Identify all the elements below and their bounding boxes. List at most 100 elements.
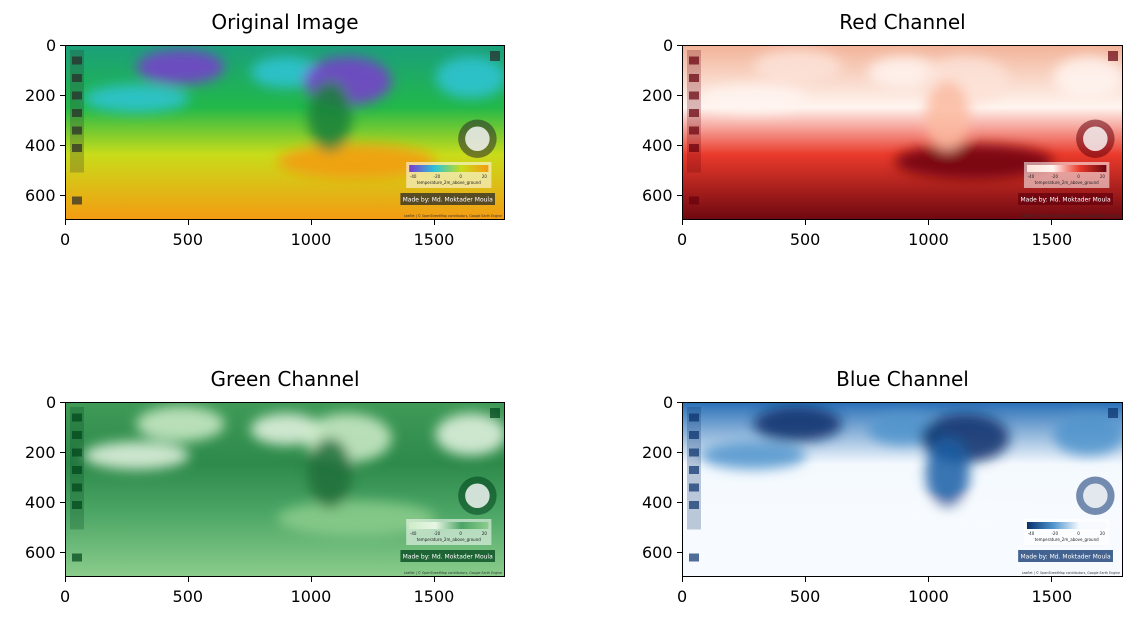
y-tick-mark xyxy=(677,401,682,403)
map-control-icon xyxy=(689,501,699,509)
y-tick-label: 200 xyxy=(25,85,56,105)
y-tick-mark xyxy=(60,401,65,403)
y-tick-label: 600 xyxy=(25,185,56,205)
credit-text: Made by: Md. Moktader Moula xyxy=(403,554,493,561)
image-area: -40 -20 0 20 temperature_2m_above_ground Made… xyxy=(65,45,505,220)
colorbar-tick-label: 20 xyxy=(482,174,488,179)
y-tick-label: 200 xyxy=(25,442,56,462)
y-tick-label: 400 xyxy=(642,492,673,512)
map-control-icon xyxy=(689,91,699,100)
x-tick-label: 1500 xyxy=(1031,230,1073,249)
x-tick-label: 1500 xyxy=(413,230,455,249)
x-tick-label: 0 xyxy=(677,230,688,249)
map-control-icon xyxy=(689,109,699,117)
colorbar-tick-label: 0 xyxy=(1077,174,1080,179)
subplot-title: Green Channel xyxy=(210,367,360,391)
colorbar-tick-label: -20 xyxy=(1051,531,1058,536)
attribution-text: Leaflet | © OpenStreetMap contributors, … xyxy=(404,571,502,575)
map-control-icon xyxy=(72,483,82,492)
map-control-icon xyxy=(72,501,82,509)
x-tick-label: 0 xyxy=(677,587,688,606)
x-tick-label: 500 xyxy=(789,587,821,606)
map-control-icon xyxy=(689,431,699,439)
y-tick-mark xyxy=(60,451,65,453)
colorbar-tick-label: 0 xyxy=(459,174,462,179)
colorbar-tick-label: -20 xyxy=(434,174,441,179)
colorbar-tick-label: 20 xyxy=(482,531,488,536)
x-tick-mark xyxy=(928,220,930,225)
colorbar-label: temperature_2m_above_ground xyxy=(1035,537,1099,542)
map-control-icon xyxy=(72,91,82,100)
credit-text: Made by: Md. Moktader Moula xyxy=(403,197,493,204)
y-tick-label: 0 xyxy=(46,35,57,55)
y-tick-label: 0 xyxy=(663,35,674,55)
y-tick-mark xyxy=(677,144,682,146)
map-control-icon xyxy=(689,553,699,562)
y-tick-mark xyxy=(60,94,65,96)
map-control-icon xyxy=(689,144,699,152)
colorbar-label: temperature_2m_above_ground xyxy=(417,180,481,185)
map-control-icon xyxy=(72,126,82,135)
x-tick-label: 500 xyxy=(172,587,204,606)
subplot-title: Red Channel xyxy=(839,10,966,34)
x-tick-mark xyxy=(310,220,312,225)
map-control-icon xyxy=(689,74,699,82)
image-area: -40 -20 0 20 temperature_2m_above_ground Made… xyxy=(682,45,1123,220)
colorbar-label: temperature_2m_above_ground xyxy=(1035,180,1099,185)
y-tick-label: 600 xyxy=(642,185,673,205)
colorbar xyxy=(1026,165,1107,172)
y-tick-label: 400 xyxy=(642,135,673,155)
colorbar-tick-label: 0 xyxy=(1077,531,1080,536)
attribution-text: Leaflet | © OpenStreetMap contributors, … xyxy=(1022,214,1120,218)
colorbar xyxy=(409,165,489,172)
fullscreen-icon xyxy=(1108,51,1118,61)
x-tick-label: 1500 xyxy=(1031,587,1073,606)
y-tick-mark xyxy=(677,194,682,196)
credit-text: Made by: Md. Moktader Moula xyxy=(1020,554,1110,561)
noaa-logo-inner xyxy=(1083,126,1108,151)
x-tick-mark xyxy=(681,577,683,582)
y-tick-label: 400 xyxy=(25,492,56,512)
map-control-icon xyxy=(689,448,699,457)
y-tick-mark xyxy=(677,501,682,503)
y-tick-mark xyxy=(677,451,682,453)
x-tick-label: 0 xyxy=(60,587,71,606)
x-tick-label: 1000 xyxy=(908,587,949,606)
x-tick-label: 1500 xyxy=(413,587,455,606)
credit-text: Made by: Md. Moktader Moula xyxy=(1020,197,1110,204)
image-area: -40 -20 0 20 temperature_2m_above_ground Made… xyxy=(65,402,505,577)
y-tick-label: 0 xyxy=(46,392,57,412)
map-control-icon xyxy=(689,466,699,474)
map-control-icon xyxy=(689,56,699,65)
x-tick-mark xyxy=(928,577,930,582)
x-tick-mark xyxy=(187,220,189,225)
map-control-icon xyxy=(689,483,699,492)
x-tick-mark xyxy=(64,220,66,225)
y-tick-mark xyxy=(60,44,65,46)
y-tick-mark xyxy=(677,44,682,46)
map-control-icon xyxy=(72,431,82,439)
colorbar xyxy=(1026,522,1107,529)
y-tick-label: 600 xyxy=(642,542,673,562)
x-tick-label: 1000 xyxy=(290,230,332,249)
map-control-icon xyxy=(72,109,82,117)
x-tick-mark xyxy=(1051,577,1053,582)
noaa-logo-inner xyxy=(1083,483,1108,508)
y-tick-label: 600 xyxy=(25,542,56,562)
x-tick-mark xyxy=(433,220,435,225)
fullscreen-icon xyxy=(490,408,500,418)
map-control-icon xyxy=(689,196,699,205)
attribution-text: Leaflet | © OpenStreetMap contributors, … xyxy=(404,214,502,218)
x-tick-label: 500 xyxy=(172,230,204,249)
fullscreen-icon xyxy=(490,51,500,61)
map-control-icon xyxy=(72,413,82,422)
x-tick-label: 0 xyxy=(60,230,71,249)
x-tick-mark xyxy=(187,577,189,582)
x-tick-mark xyxy=(433,577,435,582)
credit-box xyxy=(400,550,495,562)
x-tick-mark xyxy=(804,577,806,582)
noaa-logo-inner xyxy=(465,483,490,508)
